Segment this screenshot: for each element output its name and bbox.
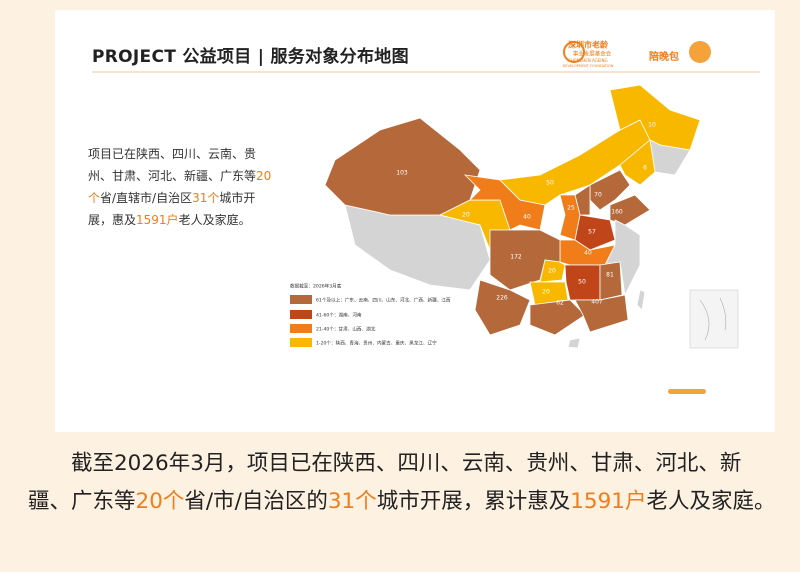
- map-label: 25: [567, 205, 575, 212]
- legend-swatch: [290, 295, 312, 304]
- legend-item: 41-60个：湖南、河南: [316, 312, 362, 319]
- highlight: 20个: [135, 489, 185, 514]
- region: [574, 294, 629, 333]
- logo-text: 事业发展基金会: [573, 50, 612, 58]
- map-label: 57: [588, 229, 596, 236]
- text: 城市开展，累计惠及: [376, 489, 571, 514]
- region: [324, 117, 481, 216]
- text: 项目已在陕西、四川、云南、贵州、甘肃、河北、新疆、广东等: [88, 147, 257, 183]
- inset-outline: [699, 297, 727, 341]
- map-label: 70: [594, 192, 602, 199]
- region: [599, 261, 623, 301]
- highlight: 31个: [327, 489, 377, 514]
- inset-map: [689, 289, 739, 349]
- china-map: [324, 84, 701, 349]
- map-label: 6: [643, 165, 647, 172]
- map-label: 407: [591, 299, 603, 306]
- legend-item: 21-40个：甘肃、山西、湖北: [316, 326, 376, 333]
- text: 省/市/自治区的: [184, 489, 328, 514]
- text: 老人及家庭。: [646, 489, 776, 514]
- legend-swatch: [290, 310, 312, 319]
- decor-bar: [668, 389, 706, 394]
- map-label: 20: [548, 268, 556, 275]
- map-label: 50: [546, 180, 554, 187]
- logo-icon: [563, 41, 585, 63]
- map-label: 20: [462, 212, 470, 219]
- brand-icon: [689, 41, 711, 63]
- map-label: 81: [606, 272, 614, 279]
- highlight: 1591户: [570, 489, 647, 514]
- body-text: 截至2026年3月，项目已在陕西、四川、云南、贵州、甘肃、河北、新疆、广东等20…: [28, 445, 778, 521]
- text: 老人及家庭。: [178, 213, 251, 227]
- text: 截至2026年3月，项目已在陕西、四川、云南、贵州、甘肃、河北、新疆、广东等: [28, 451, 742, 514]
- map-label: 103: [396, 170, 408, 177]
- text: 城市开展，惠及: [88, 191, 256, 227]
- map-label: 226: [496, 295, 508, 302]
- legend-swatch: [290, 324, 312, 333]
- highlight: 31个: [192, 191, 220, 205]
- map-labels: 10 6 103 20 40 50 70 160 25 57 40 172 20…: [396, 122, 656, 307]
- region: [574, 214, 616, 251]
- legend-swatch: [290, 338, 312, 347]
- brand-text: 陪晚包: [649, 50, 679, 63]
- region: [609, 194, 651, 226]
- region: [529, 299, 586, 336]
- legend-note: 数据截至：2026年3月底: [290, 283, 342, 290]
- legend: 数据截至：2026年3月底 61个及以上：广东、云南、四川、山东、河北、广西、新…: [290, 283, 451, 347]
- map-label: 10: [648, 122, 656, 129]
- map-label: 40: [584, 250, 592, 257]
- logo-text: 深圳市老龄: [568, 40, 609, 50]
- intro-text: 项目已在陕西、四川、云南、贵州、甘肃、河北、新疆、广东等20个省/直辖市/自治区…: [88, 143, 278, 231]
- logo-text: DEVELOPMENT FOUNDATION: [563, 64, 614, 68]
- map: 深圳市老龄 事业发展基金会 SHENZHEN AGEING DEVELOPMEN…: [92, 40, 760, 394]
- region: [619, 139, 656, 186]
- map-label: 50: [578, 279, 586, 286]
- map-label: 40: [523, 214, 531, 221]
- highlight: 1591户: [136, 213, 179, 227]
- region: [567, 337, 581, 349]
- legend-item: 61个及以上：广东、云南、四川、山东、河北、广西、新疆、江西: [316, 297, 451, 304]
- logo-text: SHENZHEN AGEING: [568, 58, 607, 63]
- text: 省/直辖市/自治区: [100, 191, 193, 205]
- map-label: 172: [510, 254, 522, 261]
- highlight: 20个: [88, 169, 272, 205]
- map-label: 62: [556, 300, 564, 307]
- map-label: 160: [611, 209, 623, 216]
- slide-title: PROJECT 公益项目 | 服务对象分布地图: [92, 47, 409, 67]
- region: [636, 289, 646, 311]
- region: [539, 259, 566, 283]
- legend-item: 1-20个：陕西、青海、贵州、内蒙古、重庆、黑龙江、辽宁: [316, 340, 437, 347]
- map-label: 20: [542, 289, 550, 296]
- region: [474, 279, 531, 336]
